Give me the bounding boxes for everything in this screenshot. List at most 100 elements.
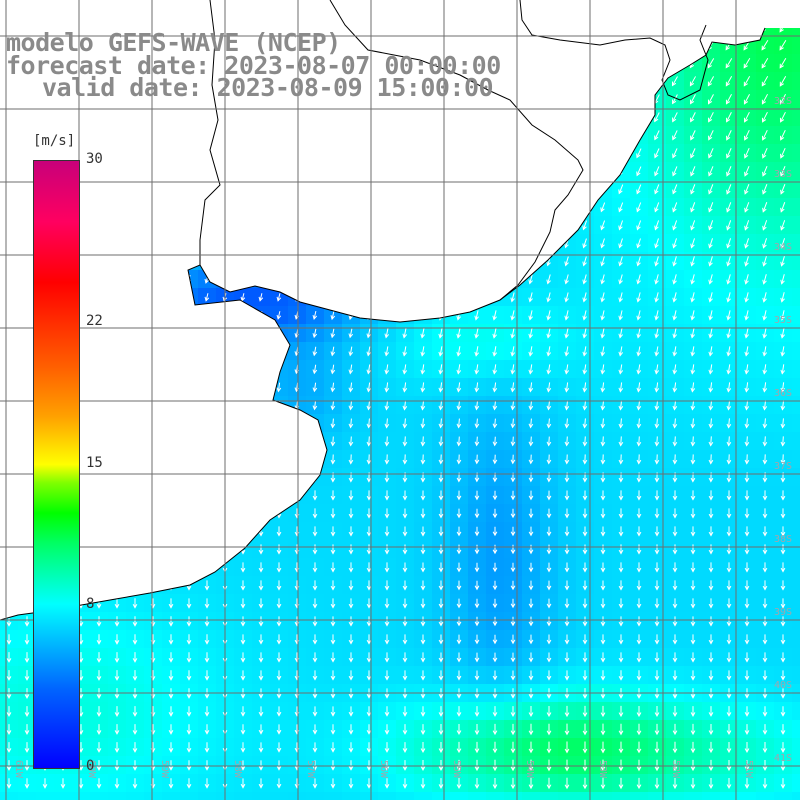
- wind-arrow: [204, 598, 210, 609]
- wind-arrow: [726, 328, 732, 339]
- wind-arrow: [618, 670, 624, 681]
- wind-arrow: [474, 526, 480, 537]
- wind-arrow: [600, 274, 605, 285]
- wind-arrow: [402, 742, 408, 753]
- wind-arrow: [240, 670, 246, 681]
- wind-arrow: [186, 724, 192, 735]
- wind-arrow: [348, 778, 354, 789]
- wind-arrow: [582, 580, 588, 591]
- wind-arrow: [654, 741, 660, 754]
- wind-arrow: [618, 616, 624, 627]
- wind-arrow: [348, 436, 354, 447]
- wind-arrow: [654, 130, 660, 141]
- wind-arrow: [528, 777, 534, 790]
- wind-arrow: [690, 580, 696, 591]
- wind-arrow: [168, 670, 174, 681]
- wind-arrow: [618, 598, 624, 609]
- wind-cell: [792, 738, 800, 756]
- wind-arrow: [312, 490, 318, 501]
- wind-arrow: [672, 652, 678, 663]
- wind-cell: [792, 144, 800, 162]
- wind-arrow: [672, 256, 677, 267]
- wind-arrow: [708, 580, 714, 591]
- wind-arrow: [420, 544, 426, 555]
- wind-cell: [774, 792, 792, 800]
- wind-arrow: [744, 400, 750, 411]
- wind-arrow: [168, 724, 174, 735]
- wind-arrow: [492, 616, 498, 627]
- wind-arrow: [474, 580, 480, 591]
- wind-arrow: [402, 652, 408, 663]
- wind-arrow: [366, 562, 372, 573]
- wind-arrow: [438, 508, 444, 519]
- wind-arrow: [276, 634, 282, 645]
- wind-arrow: [690, 184, 696, 195]
- wind-arrow: [726, 418, 732, 429]
- wind-arrow: [528, 310, 533, 321]
- lon-label: 54W: [524, 760, 535, 779]
- wind-arrow: [762, 778, 768, 789]
- wind-arrow: [510, 346, 516, 357]
- wind-arrow: [672, 220, 678, 231]
- wind-arrow: [366, 616, 372, 627]
- wind-arrow: [564, 562, 570, 573]
- wind-arrow: [96, 742, 102, 753]
- wind-arrow: [438, 364, 444, 375]
- lat-label: 37S: [774, 461, 792, 472]
- wind-cell: [486, 792, 504, 800]
- wind-arrow: [78, 778, 84, 789]
- wind-arrow: [366, 346, 372, 357]
- wind-cell: [36, 792, 54, 800]
- wind-arrow: [707, 58, 715, 69]
- wind-arrow: [24, 652, 30, 663]
- wind-arrow: [276, 652, 282, 663]
- wind-arrow: [618, 220, 624, 231]
- wind-arrow: [762, 292, 767, 303]
- wind-cell: [792, 360, 800, 378]
- wind-arrow: [600, 652, 606, 663]
- wind-arrow: [762, 670, 768, 681]
- wind-arrow: [330, 310, 336, 321]
- forecast-date: forecast date: 2023-08-07 00:00:00: [6, 51, 501, 80]
- wind-arrow: [762, 166, 768, 177]
- wind-arrow: [492, 634, 498, 645]
- land-mass: [0, 0, 800, 620]
- wind-arrow: [204, 293, 210, 302]
- wind-arrow: [600, 490, 606, 501]
- wind-arrow: [348, 508, 354, 519]
- wind-arrow: [366, 526, 372, 537]
- wind-arrow: [510, 652, 516, 663]
- wind-cell: [792, 108, 800, 126]
- wind-arrow: [761, 58, 769, 69]
- wind-arrow: [600, 759, 606, 772]
- wind-arrow: [492, 544, 498, 555]
- wind-arrow: [690, 400, 696, 411]
- wind-arrow: [744, 436, 750, 447]
- wind-arrow: [330, 598, 336, 609]
- wind-arrow: [510, 490, 516, 501]
- wind-arrow: [744, 526, 750, 537]
- colorbar-tick: 0: [86, 758, 95, 774]
- wind-cell: [792, 792, 800, 800]
- wind-arrow: [690, 274, 695, 285]
- wind-arrow: [420, 706, 426, 717]
- wind-arrow: [456, 508, 462, 519]
- wind-arrow: [582, 705, 588, 718]
- wind-arrow: [348, 760, 354, 771]
- wind-arrow: [114, 670, 120, 681]
- wind-arrow: [726, 364, 732, 375]
- wind-arrow: [114, 634, 120, 645]
- wind-arrow: [546, 292, 551, 303]
- wind-arrow: [762, 652, 768, 663]
- lon-label: 58W: [232, 760, 243, 779]
- wind-arrow: [366, 778, 372, 789]
- colorbar-unit: [m/s]: [33, 133, 76, 149]
- wind-arrow: [690, 310, 695, 321]
- wind-arrow: [636, 759, 642, 772]
- wind-arrow: [528, 562, 534, 573]
- wind-arrow: [618, 292, 623, 303]
- wind-arrow: [762, 400, 768, 411]
- wind-cell: [648, 792, 666, 800]
- wind-arrow: [636, 490, 642, 501]
- wind-arrow: [204, 742, 210, 753]
